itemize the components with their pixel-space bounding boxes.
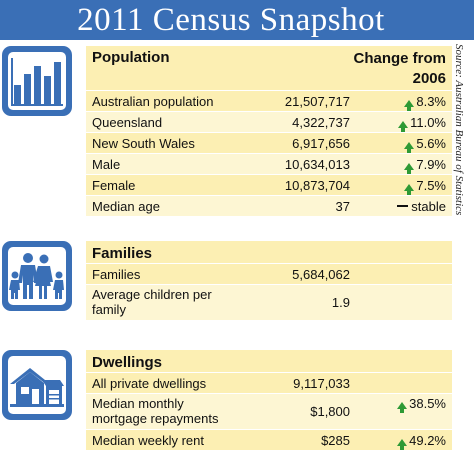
row-label: Average children per family xyxy=(92,287,212,317)
families-heading: Families xyxy=(92,245,153,262)
source-note: Source: Australian Bureau of Statistics xyxy=(453,44,465,216)
row-value: 37 xyxy=(335,199,350,214)
row-change: 49.2% xyxy=(366,433,446,450)
change-value: 49.2% xyxy=(409,433,446,448)
row-change: 38.5% xyxy=(366,396,446,413)
dwellings-panel: Dwellings All private dwellings 9,117,033… xyxy=(86,350,452,451)
population-rows: Australian population 21,507,717 8.3% Queen… xyxy=(86,91,452,217)
table-row: Families 5,684,062 xyxy=(86,264,452,285)
arrow-up-icon xyxy=(397,402,408,413)
table-row: Female 10,873,704 7.5% xyxy=(86,175,452,196)
row-label: All private dwellings xyxy=(92,376,207,391)
families-panel: Families Families 5,684,062 Average childr… xyxy=(86,241,452,321)
row-label: Median weekly rent xyxy=(92,433,204,448)
row-value: 10,634,013 xyxy=(284,157,350,172)
arrow-up-icon xyxy=(404,184,415,195)
families-rows: Families 5,684,062 Average children per fa… xyxy=(86,264,452,321)
row-label: Queensland xyxy=(92,115,163,130)
row-value: 9,117,033 xyxy=(293,376,350,391)
arrow-up-icon xyxy=(404,163,415,174)
row-change: 11.0% xyxy=(366,115,446,132)
row-change: 5.6% xyxy=(366,136,446,153)
row-label: Median monthly mortgage repayments xyxy=(92,396,219,426)
arrow-up-icon xyxy=(397,439,408,450)
row-label: Female xyxy=(92,178,136,193)
table-row: Male 10,634,013 7.9% xyxy=(86,154,452,175)
row-label: Median age xyxy=(92,199,160,214)
table-row: Median age 37 stable xyxy=(86,196,452,217)
row-change: 7.5% xyxy=(366,178,446,195)
row-change: 8.3% xyxy=(366,94,446,111)
families-header: Families xyxy=(86,241,452,264)
row-label: Male xyxy=(92,157,121,172)
page-title: 2011 Census Snapshot xyxy=(77,2,385,38)
change-value: stable xyxy=(411,199,446,214)
row-label: New South Wales xyxy=(92,136,195,151)
row-value: 10,873,704 xyxy=(284,178,350,193)
table-row: Australian population 21,507,717 8.3% xyxy=(86,91,452,112)
table-row: All private dwellings 9,117,033 xyxy=(86,373,452,394)
change-value: 7.5% xyxy=(416,178,446,193)
dwellings-heading: Dwellings xyxy=(92,354,163,371)
change-value: 38.5% xyxy=(409,396,446,411)
change-value: 7.9% xyxy=(416,157,446,172)
row-value: $285 xyxy=(321,433,350,448)
row-value: 21,507,717 xyxy=(284,94,350,109)
table-row: Queensland 4,322,737 11.0% xyxy=(86,112,452,133)
population-panel: Population Change from 2006 Australian p… xyxy=(86,46,452,217)
families-icon-box xyxy=(2,241,72,311)
table-row: New South Wales 6,917,656 5.6% xyxy=(86,133,452,154)
dwellings-header: Dwellings xyxy=(86,350,452,373)
change-heading: Change from 2006 xyxy=(353,50,446,87)
population-icon-box xyxy=(2,46,72,116)
row-value: 1.9 xyxy=(331,295,350,310)
change-value: 8.3% xyxy=(416,94,446,109)
arrow-up-icon xyxy=(404,100,415,111)
table-row: Average children per family 1.9 xyxy=(86,285,452,321)
row-label: Australian population xyxy=(92,94,214,109)
family-icon xyxy=(8,247,66,305)
arrow-up-icon xyxy=(398,121,409,132)
change-value: 11.0% xyxy=(410,115,446,130)
row-value: $1,800 xyxy=(310,404,350,419)
arrow-up-icon xyxy=(404,142,415,153)
row-value: 6,917,656 xyxy=(292,136,350,151)
row-change: 7.9% xyxy=(366,157,446,174)
row-change: stable xyxy=(366,199,446,214)
dwellings-rows: All private dwellings 9,117,033 Median mon… xyxy=(86,373,452,451)
population-header: Population Change from 2006 xyxy=(86,46,452,91)
bar-chart-icon xyxy=(8,52,66,110)
table-row: Median monthly mortgage repayments $1,800… xyxy=(86,394,452,430)
row-value: 4,322,737 xyxy=(292,115,350,130)
table-row: Median weekly rent $285 49.2% xyxy=(86,430,452,451)
house-icon xyxy=(8,356,66,414)
dash-icon xyxy=(397,205,409,207)
row-value: 5,684,062 xyxy=(292,267,350,282)
title-bar: 2011 Census Snapshot xyxy=(0,0,474,40)
row-label: Families xyxy=(92,267,141,282)
change-value: 5.6% xyxy=(416,136,446,151)
dwellings-icon-box xyxy=(2,350,72,420)
population-heading: Population xyxy=(92,49,170,66)
